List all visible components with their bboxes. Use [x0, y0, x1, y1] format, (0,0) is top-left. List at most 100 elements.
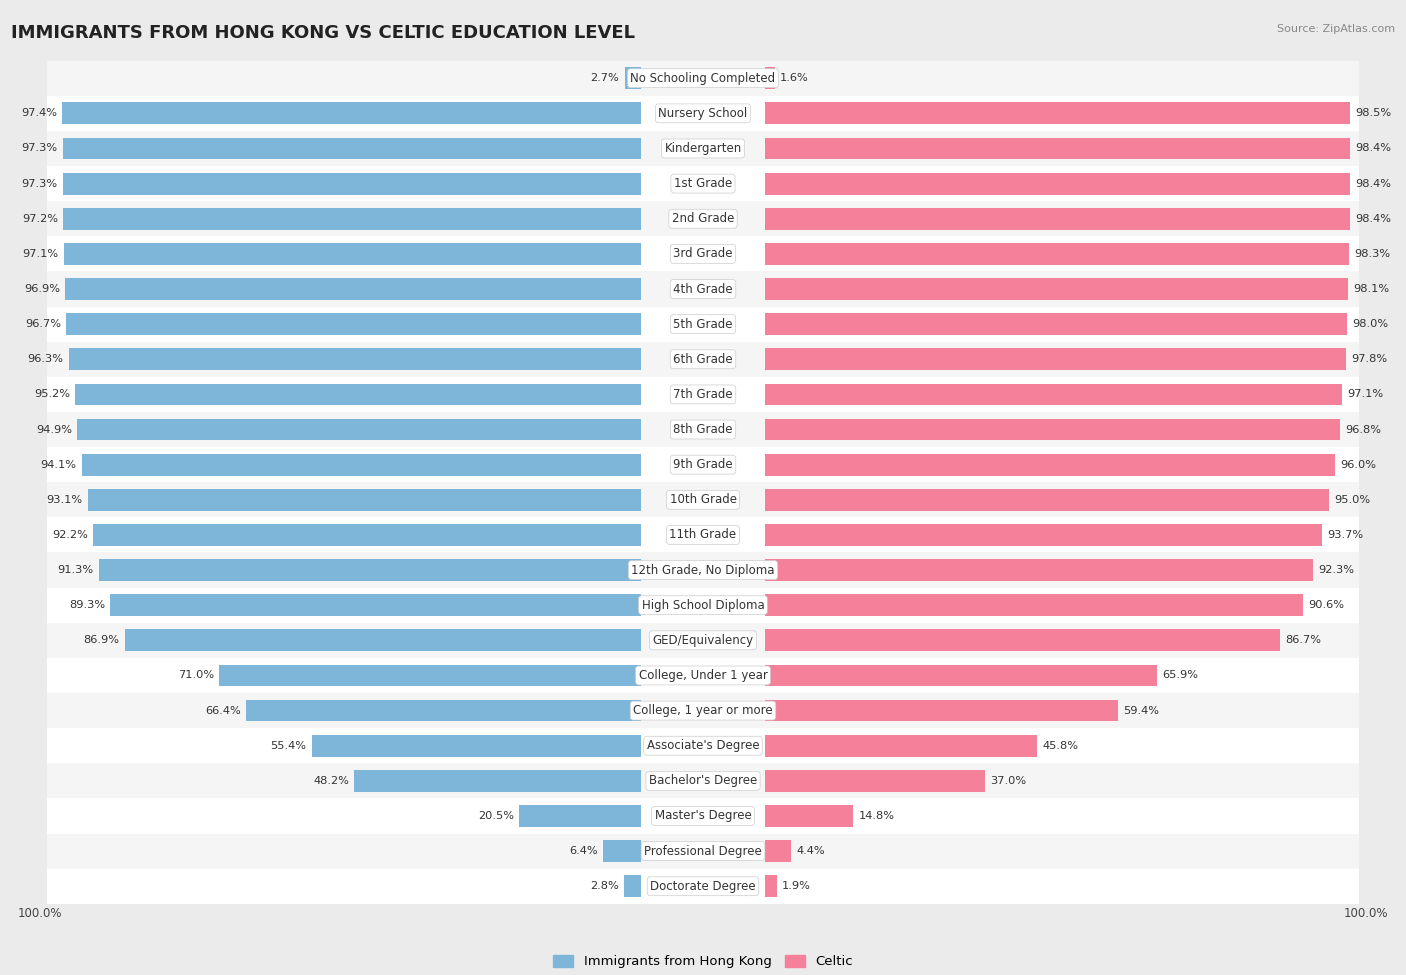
Text: 71.0%: 71.0% [177, 671, 214, 681]
Text: 95.2%: 95.2% [34, 389, 70, 400]
Bar [46, 658, 1360, 693]
Bar [765, 524, 1322, 546]
Text: 93.1%: 93.1% [46, 494, 83, 505]
Bar [765, 630, 1279, 651]
Bar [63, 137, 641, 159]
Text: College, 1 year or more: College, 1 year or more [633, 704, 773, 717]
Bar [93, 524, 641, 546]
Bar [765, 770, 986, 792]
Bar [765, 173, 1350, 194]
Text: 98.4%: 98.4% [1355, 178, 1391, 188]
Bar [765, 453, 1336, 476]
Text: 2.8%: 2.8% [591, 881, 619, 891]
Text: 8th Grade: 8th Grade [673, 423, 733, 436]
Text: 1.6%: 1.6% [780, 73, 808, 83]
Text: 95.0%: 95.0% [1334, 494, 1371, 505]
Text: 96.0%: 96.0% [1341, 459, 1376, 470]
Text: 97.4%: 97.4% [21, 108, 58, 118]
Text: 37.0%: 37.0% [990, 776, 1026, 786]
Text: 1st Grade: 1st Grade [673, 177, 733, 190]
Bar [46, 412, 1360, 448]
Bar [312, 735, 641, 757]
Bar [765, 348, 1346, 370]
Bar [765, 735, 1038, 757]
Text: 98.0%: 98.0% [1353, 319, 1389, 330]
Text: 55.4%: 55.4% [270, 741, 307, 751]
Text: 59.4%: 59.4% [1123, 706, 1160, 716]
Bar [46, 60, 1360, 96]
Text: 11th Grade: 11th Grade [669, 528, 737, 541]
Bar [765, 876, 776, 897]
Text: 91.3%: 91.3% [58, 566, 93, 575]
Bar [765, 313, 1347, 335]
Bar [66, 313, 641, 335]
Bar [46, 201, 1360, 236]
Text: 98.4%: 98.4% [1355, 214, 1391, 223]
Text: 94.9%: 94.9% [37, 424, 72, 435]
Text: 14.8%: 14.8% [859, 811, 894, 821]
Text: College, Under 1 year: College, Under 1 year [638, 669, 768, 682]
Text: Doctorate Degree: Doctorate Degree [650, 879, 756, 893]
Bar [765, 67, 775, 89]
Bar [765, 383, 1341, 406]
Bar [765, 208, 1350, 230]
Text: Master's Degree: Master's Degree [655, 809, 751, 823]
Text: High School Diploma: High School Diploma [641, 599, 765, 611]
Text: 100.0%: 100.0% [1344, 907, 1389, 920]
Bar [77, 418, 641, 441]
Bar [765, 488, 1330, 511]
Bar [46, 483, 1360, 518]
Text: 4th Grade: 4th Grade [673, 283, 733, 295]
Bar [246, 700, 641, 722]
Text: 86.7%: 86.7% [1285, 636, 1322, 645]
Text: 97.1%: 97.1% [22, 249, 59, 259]
Bar [519, 805, 641, 827]
Text: Nursery School: Nursery School [658, 107, 748, 120]
Bar [765, 418, 1340, 441]
Text: 10th Grade: 10th Grade [669, 493, 737, 506]
Text: 66.4%: 66.4% [205, 706, 242, 716]
Text: 93.7%: 93.7% [1327, 530, 1362, 540]
Text: 96.8%: 96.8% [1346, 424, 1381, 435]
Text: 3rd Grade: 3rd Grade [673, 248, 733, 260]
Bar [624, 67, 641, 89]
Text: Bachelor's Degree: Bachelor's Degree [650, 774, 756, 788]
Text: 97.2%: 97.2% [22, 214, 58, 223]
Bar [765, 700, 1118, 722]
Bar [603, 840, 641, 862]
Text: 4.4%: 4.4% [797, 846, 825, 856]
Bar [765, 840, 792, 862]
Bar [46, 306, 1360, 341]
Bar [125, 630, 641, 651]
Text: 96.3%: 96.3% [28, 354, 63, 365]
Bar [69, 348, 641, 370]
Bar [46, 834, 1360, 869]
Text: 97.3%: 97.3% [21, 178, 58, 188]
Text: 6th Grade: 6th Grade [673, 353, 733, 366]
Bar [46, 376, 1360, 412]
Bar [65, 278, 641, 300]
Bar [46, 693, 1360, 728]
Bar [46, 236, 1360, 271]
Legend: Immigrants from Hong Kong, Celtic: Immigrants from Hong Kong, Celtic [548, 950, 858, 973]
Bar [354, 770, 641, 792]
Bar [82, 453, 641, 476]
Bar [46, 869, 1360, 904]
Text: 2nd Grade: 2nd Grade [672, 213, 734, 225]
Text: IMMIGRANTS FROM HONG KONG VS CELTIC EDUCATION LEVEL: IMMIGRANTS FROM HONG KONG VS CELTIC EDUC… [11, 24, 636, 42]
Text: 1.9%: 1.9% [782, 881, 811, 891]
Bar [63, 173, 641, 194]
Text: 20.5%: 20.5% [478, 811, 513, 821]
Bar [65, 243, 641, 265]
Bar [46, 166, 1360, 201]
Text: 6.4%: 6.4% [569, 846, 598, 856]
Bar [46, 553, 1360, 588]
Text: Associate's Degree: Associate's Degree [647, 739, 759, 753]
Text: 65.9%: 65.9% [1161, 671, 1198, 681]
Text: 96.9%: 96.9% [24, 284, 60, 294]
Text: 45.8%: 45.8% [1042, 741, 1078, 751]
Bar [46, 131, 1360, 166]
Text: 7th Grade: 7th Grade [673, 388, 733, 401]
Text: Source: ZipAtlas.com: Source: ZipAtlas.com [1277, 24, 1395, 34]
Bar [624, 876, 641, 897]
